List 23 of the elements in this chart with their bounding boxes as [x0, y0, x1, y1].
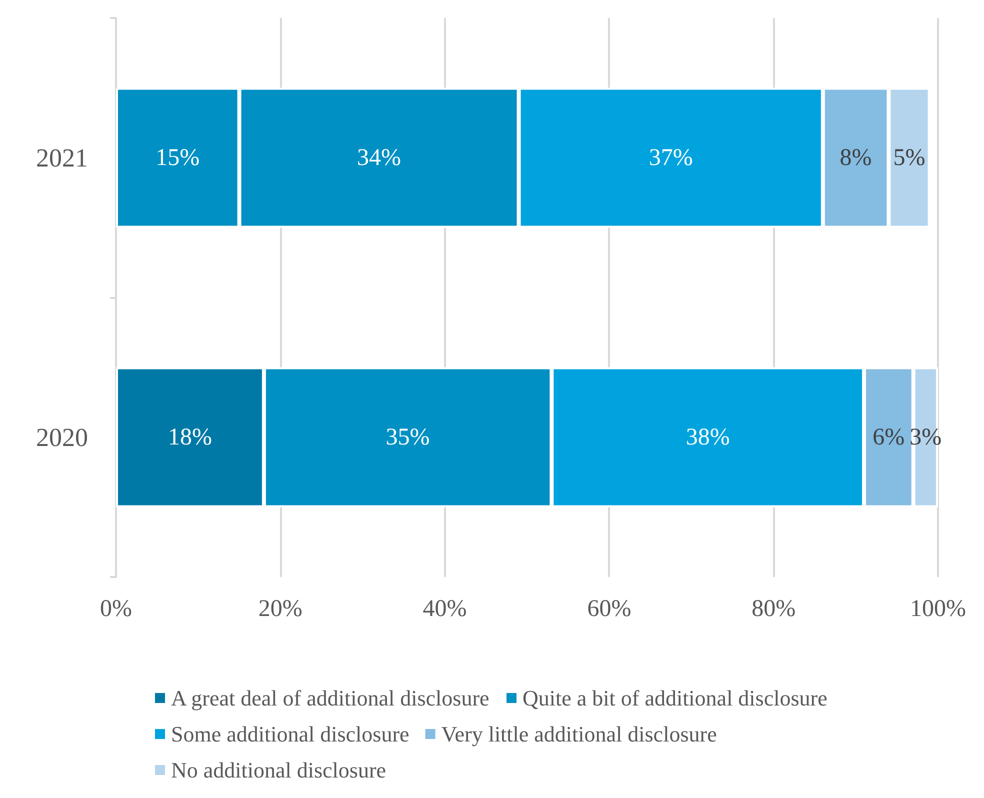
legend-label: Some additional disclosure: [171, 722, 410, 746]
legend-label: A great deal of additional disclosure: [171, 686, 490, 710]
y-tick-label: 2020: [36, 422, 88, 452]
data-label: 38%: [686, 424, 730, 450]
x-tick-label: 20%: [258, 596, 302, 622]
data-label: 15%: [156, 144, 200, 171]
data-label: 37%: [648, 144, 693, 171]
data-label: 8%: [840, 144, 872, 171]
legend-label: No additional disclosure: [171, 758, 386, 782]
x-tick-label: 100%: [910, 596, 966, 622]
x-tick-label: 0%: [100, 596, 132, 622]
data-label: 34%: [357, 144, 402, 171]
x-tick-label: 80%: [752, 596, 796, 622]
data-label: 5%: [893, 144, 926, 171]
x-tick-label: 40%: [422, 596, 467, 622]
legend-label: Very little additional disclosure: [441, 722, 717, 746]
data-label: 18%: [168, 424, 212, 450]
data-label: 6%: [872, 424, 905, 450]
legend-label: Quite a bit of additional disclosure: [522, 686, 828, 710]
data-label: 3%: [910, 424, 942, 450]
x-tick-label: 60%: [587, 596, 632, 622]
data-label: 35%: [386, 424, 430, 450]
y-tick-label: 2021: [36, 143, 88, 172]
